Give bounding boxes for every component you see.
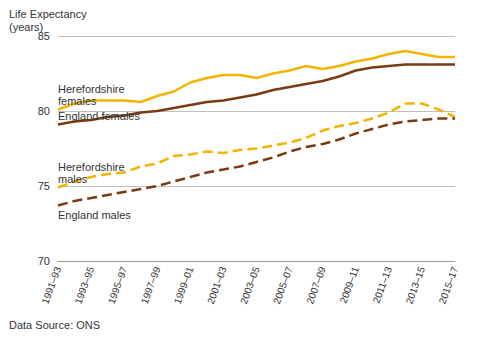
svg-text:England males: England males (58, 209, 131, 221)
svg-text:females: females (58, 95, 97, 107)
svg-text:2003–05: 2003–05 (238, 265, 262, 306)
svg-text:males: males (58, 173, 88, 185)
svg-text:Herefordshire: Herefordshire (58, 83, 128, 95)
svg-text:1995–97: 1995–97 (106, 265, 130, 306)
svg-text:2007–09: 2007–09 (304, 265, 328, 306)
svg-text:2005–07: 2005–07 (271, 265, 295, 306)
svg-text:2013–15: 2013–15 (403, 265, 427, 306)
svg-text:Life Expectancy: Life Expectancy (9, 8, 87, 20)
svg-text:2009–11: 2009–11 (338, 265, 362, 305)
svg-text:80: 80 (38, 105, 50, 117)
svg-text:70: 70 (38, 255, 50, 267)
svg-text:Data Source: ONS: Data Source: ONS (9, 319, 100, 331)
svg-text:1997–99: 1997–99 (139, 265, 163, 306)
svg-text:85: 85 (37, 30, 50, 42)
svg-text:75: 75 (38, 180, 50, 192)
svg-text:1999–01: 1999–01 (172, 265, 196, 306)
svg-text:(years): (years) (9, 21, 43, 33)
svg-text:1991–93: 1991–93 (40, 265, 64, 306)
svg-text:Herefordshire: Herefordshire (58, 161, 128, 173)
svg-text:2001–03: 2001–03 (205, 265, 229, 306)
svg-text:1993–95: 1993–95 (73, 265, 97, 306)
svg-text:England females: England females (58, 110, 140, 122)
svg-text:2011–13: 2011–13 (371, 265, 395, 305)
svg-text:2015–17: 2015–17 (437, 265, 461, 306)
